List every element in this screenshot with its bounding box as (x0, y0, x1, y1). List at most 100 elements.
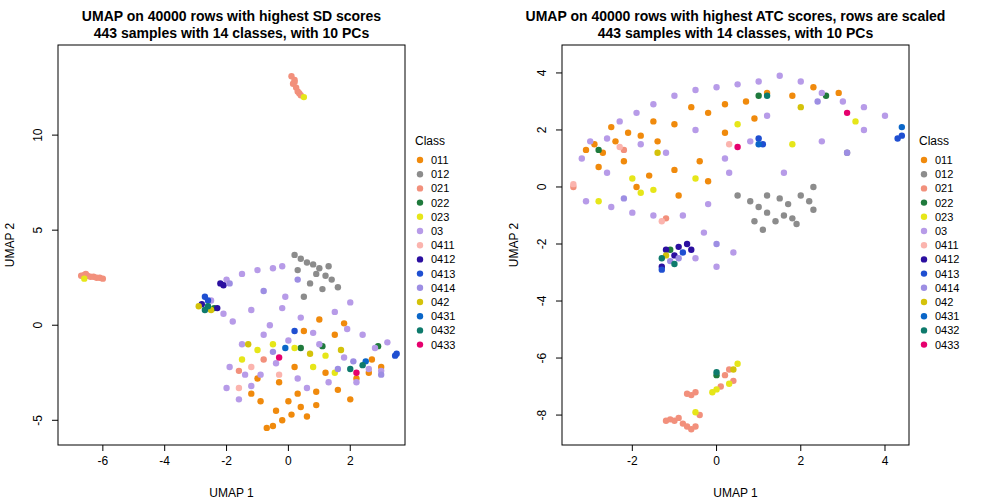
legend-label: 023 (431, 211, 449, 223)
point (751, 115, 757, 121)
y-tick-label: 4 (535, 69, 549, 76)
point (220, 282, 226, 288)
point (307, 280, 313, 286)
legend-label: 0411 (431, 239, 455, 251)
point (239, 271, 245, 277)
point (861, 104, 867, 110)
point (663, 247, 669, 253)
point (248, 390, 254, 396)
point (239, 341, 245, 347)
point (230, 318, 236, 324)
point (294, 276, 300, 282)
point (713, 264, 719, 270)
point (692, 175, 698, 181)
legend-label: 0433 (431, 339, 455, 351)
point (313, 389, 319, 395)
point (688, 247, 694, 253)
legend-marker (921, 270, 927, 276)
y-tick (52, 230, 58, 231)
legend-marker (417, 313, 423, 319)
point (650, 187, 656, 193)
legend-marker (417, 199, 423, 205)
point (242, 371, 248, 377)
legend-label: 011 (431, 154, 449, 166)
point (654, 138, 660, 144)
point (692, 87, 698, 93)
point (654, 150, 660, 156)
point (294, 390, 300, 396)
legend-label: 042 (935, 296, 953, 308)
point (667, 416, 673, 422)
legend-label: 0431 (935, 310, 959, 322)
point (621, 158, 627, 164)
point (304, 385, 310, 391)
point (366, 366, 372, 372)
point (726, 381, 732, 387)
point (633, 110, 639, 116)
legend-marker (921, 341, 927, 347)
point (755, 135, 761, 141)
point (583, 198, 589, 204)
point (100, 275, 106, 281)
point (734, 121, 740, 127)
point (220, 311, 226, 317)
legend-marker (417, 185, 423, 191)
point (291, 364, 297, 370)
point (882, 113, 888, 119)
point (257, 398, 263, 404)
point (608, 204, 614, 210)
point (844, 110, 850, 116)
legend-label: 0412 (431, 253, 455, 265)
legend-label: 0411 (935, 239, 959, 251)
legend: Class01101202102202303041104120413041404… (919, 134, 959, 351)
y-tick-label: 2 (535, 126, 549, 133)
point (722, 130, 728, 136)
y-tick (556, 358, 562, 359)
point (595, 147, 601, 153)
legend-label: 023 (935, 211, 953, 223)
legend-marker (921, 157, 927, 163)
point (270, 423, 276, 429)
point (734, 81, 740, 87)
subtitle: 443 samples with 14 classes, with 10 PCs (598, 25, 874, 41)
point (747, 198, 753, 204)
legend-marker (417, 341, 423, 347)
legend-marker (921, 199, 927, 205)
point (301, 328, 307, 334)
point (616, 144, 622, 150)
point (248, 307, 254, 313)
point (764, 113, 770, 119)
point (285, 398, 291, 404)
point (671, 167, 677, 173)
point (777, 195, 783, 201)
point (335, 366, 341, 372)
x-axis-label: UMAP 1 (713, 486, 758, 500)
point (257, 371, 263, 377)
legend-label: 022 (935, 197, 953, 209)
point (291, 79, 297, 85)
point (722, 101, 728, 107)
legend-marker (921, 214, 927, 220)
point (341, 320, 347, 326)
point (697, 158, 703, 164)
legend-label: 0413 (935, 268, 959, 280)
legend-marker (921, 299, 927, 305)
point (301, 294, 307, 300)
point (384, 339, 390, 345)
point (332, 332, 338, 338)
legend: Class01101202102202303041104120413041404… (415, 134, 455, 351)
x-tick-label: -2 (221, 454, 232, 468)
point (310, 261, 316, 267)
point (301, 94, 307, 100)
plot-frame (562, 45, 909, 445)
legend-marker (417, 228, 423, 234)
point (298, 314, 304, 320)
point (722, 372, 728, 378)
point (291, 345, 297, 351)
point (282, 345, 288, 351)
y-tick-label: 10 (31, 128, 45, 142)
point (267, 322, 273, 328)
point (747, 138, 753, 144)
point (629, 209, 635, 215)
legend-marker (417, 256, 423, 262)
